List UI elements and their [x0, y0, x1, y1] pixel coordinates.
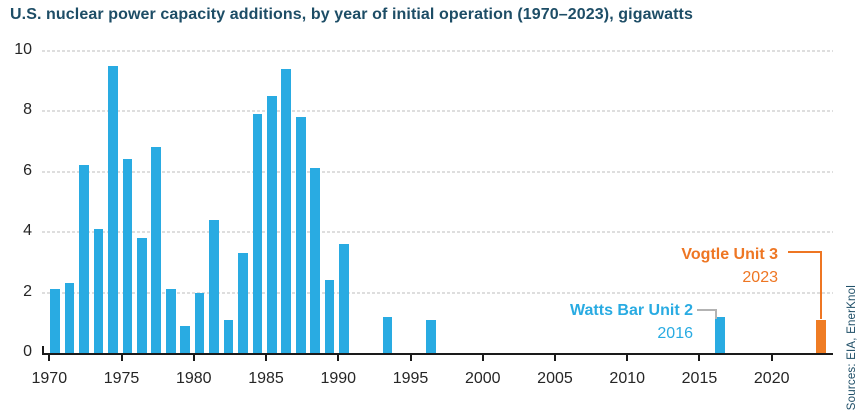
bar-1987: [295, 117, 306, 353]
gridline-6: [42, 170, 833, 173]
x-axis-label-1970: 1970: [31, 370, 68, 387]
bar-1976: [136, 238, 147, 353]
bar-2016: [714, 316, 725, 353]
x-axis-tick-2020: [770, 353, 773, 361]
x-axis-label-1975: 1975: [103, 370, 140, 387]
x-axis-tick-1985: [265, 353, 268, 361]
x-axis-label-2000: 2000: [464, 370, 501, 387]
annotation-watts-bar-label: Watts Bar Unit 2: [570, 302, 693, 319]
x-axis-label-1990: 1990: [320, 370, 357, 387]
x-axis-tick-2015: [698, 353, 701, 361]
bar-2023: [816, 319, 826, 353]
bar-1973: [93, 228, 104, 353]
bar-1986: [281, 68, 292, 353]
x-axis-label-1985: 1985: [248, 370, 284, 387]
bar-1988: [310, 168, 321, 353]
bar-1982: [223, 319, 234, 353]
bar-1979: [180, 325, 191, 353]
annotation-watts-bar-year: 2016: [657, 325, 693, 342]
y-axis-label-8: 8: [23, 101, 32, 118]
sources-note: Sources: EIA, EnerKnol: [846, 284, 858, 410]
x-axis-left-cap: [42, 346, 44, 355]
annotation-vogtle-year: 2023: [742, 269, 778, 286]
gridline-2: [42, 291, 833, 294]
annotation-vogtle-unit-3: Vogtle Unit 3 2023: [578, 243, 778, 289]
x-axis-tick-1995: [409, 353, 412, 361]
x-axis-tick-2000: [481, 353, 484, 361]
bar-1977: [151, 147, 162, 353]
vogtle-connector-vertical: [820, 251, 822, 319]
bar-1996: [425, 319, 436, 353]
bar-1983: [238, 253, 248, 353]
bar-1993: [382, 316, 393, 353]
bar-1981: [209, 219, 219, 353]
x-axis-tick-1970: [48, 353, 51, 361]
chart-title: U.S. nuclear power capacity additions, b…: [10, 6, 693, 23]
bar-1990: [339, 244, 349, 353]
y-axis-label-10: 10: [14, 40, 32, 58]
x-axis-tick-2010: [626, 353, 629, 361]
gridline-4: [42, 231, 833, 233]
y-axis-label-4: 4: [23, 222, 32, 239]
bar-1972: [79, 165, 89, 353]
x-axis-label-2015: 2015: [681, 370, 718, 387]
x-axis-label-1995: 1995: [392, 370, 429, 387]
vogtle-connector-horizontal: [788, 251, 822, 253]
annotation-watts-bar-unit-2: Watts Bar Unit 2 2016: [493, 299, 693, 345]
y-axis-label-6: 6: [23, 161, 32, 179]
bar-1974: [108, 65, 118, 353]
gridline-8: [42, 110, 833, 112]
watts-bar-connector-vertical: [715, 309, 717, 319]
x-axis-line: [42, 353, 833, 355]
y-axis-label-0: 0: [23, 343, 32, 360]
x-axis-tick-1990: [337, 353, 340, 361]
x-axis-label-2020: 2020: [753, 370, 790, 387]
bar-1975: [122, 159, 133, 353]
bar-1970: [50, 289, 60, 353]
bar-1989: [324, 280, 335, 353]
annotation-vogtle-label: Vogtle Unit 3: [681, 246, 778, 263]
bar-1980: [194, 292, 205, 353]
x-axis-tick-2005: [553, 353, 556, 361]
x-axis-tick-1980: [192, 353, 195, 361]
gridline-10: [42, 49, 833, 52]
bar-1984: [252, 114, 263, 353]
x-axis-label-2005: 2005: [537, 370, 573, 387]
x-axis-tick-1975: [120, 353, 123, 361]
bar-1985: [267, 95, 277, 353]
watts-bar-connector-horizontal: [697, 309, 717, 311]
x-axis-label-1980: 1980: [175, 370, 212, 387]
y-axis-label-2: 2: [23, 282, 32, 300]
bar-1971: [64, 283, 75, 353]
x-axis-label-2010: 2010: [609, 370, 646, 387]
bar-1978: [165, 289, 176, 353]
